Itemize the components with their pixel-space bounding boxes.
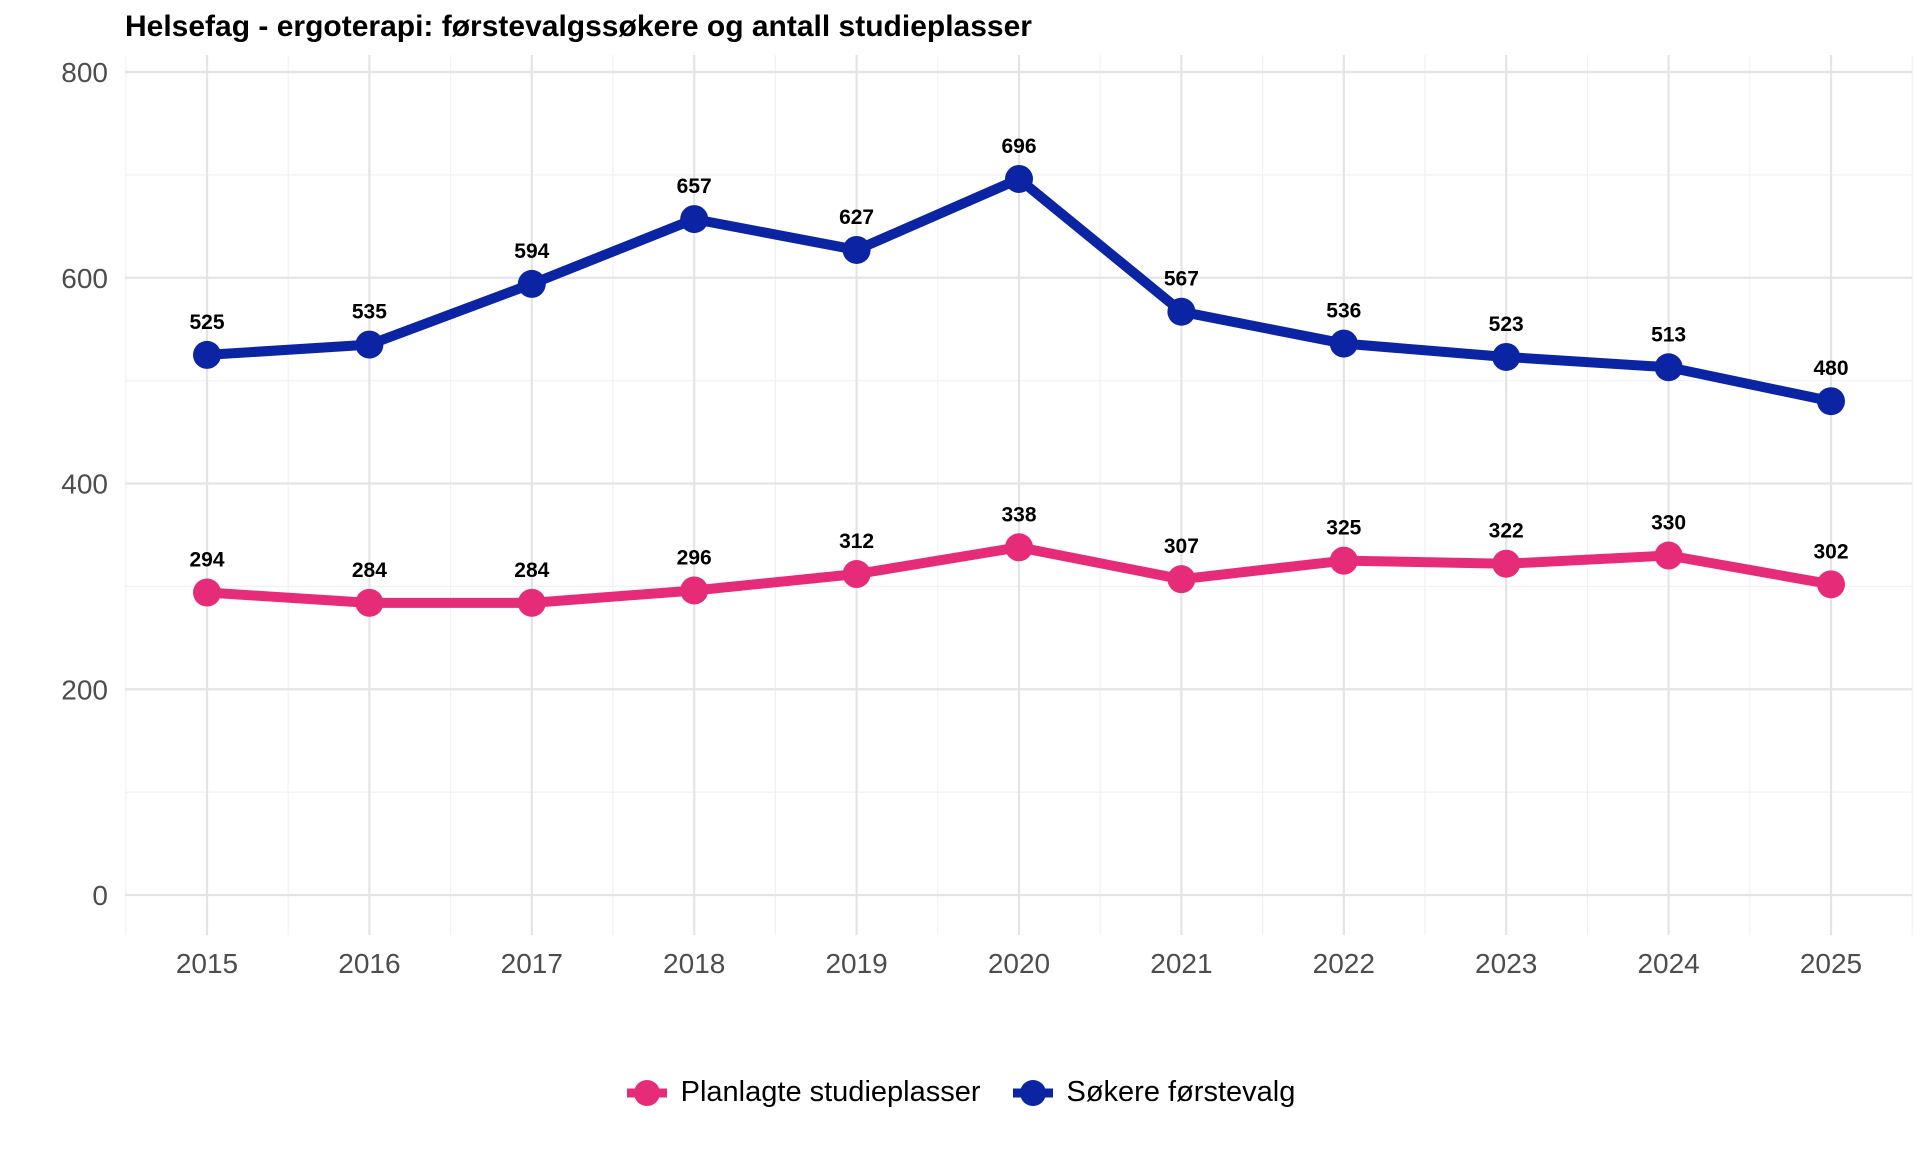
data-point <box>1167 297 1196 326</box>
chart-title: Helsefag - ergoterapi: førstevalgssøkere… <box>125 10 1032 43</box>
data-point <box>193 578 221 607</box>
x-tick-label: 2015 <box>176 948 238 979</box>
data-label: 307 <box>1164 535 1199 558</box>
data-label: 567 <box>1164 268 1199 291</box>
data-point <box>842 560 871 589</box>
data-label: 330 <box>1651 512 1686 535</box>
legend-key <box>1012 1079 1053 1106</box>
data-point <box>1329 329 1358 358</box>
data-label: 696 <box>1001 135 1036 158</box>
data-label: 294 <box>189 549 224 572</box>
legend-key-marker <box>1019 1079 1046 1106</box>
x-tick-label: 2017 <box>501 948 563 979</box>
data-point <box>1817 387 1845 416</box>
x-tick-label: 2020 <box>988 948 1050 979</box>
data-point <box>842 235 871 264</box>
y-tick-label: 200 <box>61 674 108 705</box>
data-point <box>517 269 546 298</box>
y-tick-label: 400 <box>61 469 108 500</box>
legend-item: Søkere førstevalg <box>1011 1076 1296 1109</box>
x-tick-label: 2019 <box>825 948 887 979</box>
data-label: 594 <box>514 240 549 263</box>
data-label: 322 <box>1489 520 1524 543</box>
x-tick-label: 2024 <box>1637 948 1699 979</box>
data-label: 296 <box>677 546 712 569</box>
legend-label: Søkere førstevalg <box>1066 1076 1296 1108</box>
legend-item: Planlagte studieplasser <box>625 1076 981 1109</box>
data-point <box>1817 570 1845 599</box>
data-label: 325 <box>1326 517 1361 540</box>
data-point <box>1492 342 1521 371</box>
y-tick-label: 600 <box>61 263 108 294</box>
data-point <box>680 576 709 605</box>
data-label: 627 <box>839 206 874 229</box>
data-point <box>1492 549 1521 578</box>
data-label: 513 <box>1651 323 1686 346</box>
data-label: 302 <box>1813 540 1848 563</box>
data-label: 284 <box>352 559 387 582</box>
data-label: 338 <box>1001 503 1036 526</box>
data-point <box>1329 546 1358 575</box>
data-label: 312 <box>839 530 874 553</box>
data-point <box>355 330 384 359</box>
x-tick-label: 2022 <box>1313 948 1375 979</box>
data-point <box>1005 533 1033 562</box>
data-point <box>680 205 709 234</box>
data-label: 525 <box>189 311 224 334</box>
legend-key-marker <box>633 1079 660 1106</box>
data-point <box>1654 353 1683 382</box>
data-label: 536 <box>1326 300 1361 323</box>
data-point <box>1005 164 1033 193</box>
data-point <box>1654 541 1683 570</box>
data-point <box>355 588 384 617</box>
data-label: 535 <box>352 301 387 324</box>
data-point <box>1167 565 1196 594</box>
y-tick-label: 800 <box>61 57 108 88</box>
x-tick-label: 2025 <box>1800 948 1862 979</box>
data-point <box>517 588 546 617</box>
legend: Planlagte studieplasser Søkere førstevalg <box>0 1076 1920 1109</box>
x-tick-label: 2016 <box>338 948 400 979</box>
data-label: 657 <box>677 175 712 198</box>
legend-label: Planlagte studieplasser <box>680 1076 981 1108</box>
data-label: 523 <box>1489 313 1524 336</box>
data-label: 284 <box>514 559 549 582</box>
data-point <box>193 340 221 369</box>
legend-key <box>626 1079 667 1106</box>
x-tick-label: 2018 <box>663 948 725 979</box>
y-tick-label: 0 <box>92 880 108 911</box>
x-tick-label: 2023 <box>1475 948 1537 979</box>
data-label: 480 <box>1813 357 1848 380</box>
x-tick-label: 2021 <box>1150 948 1212 979</box>
